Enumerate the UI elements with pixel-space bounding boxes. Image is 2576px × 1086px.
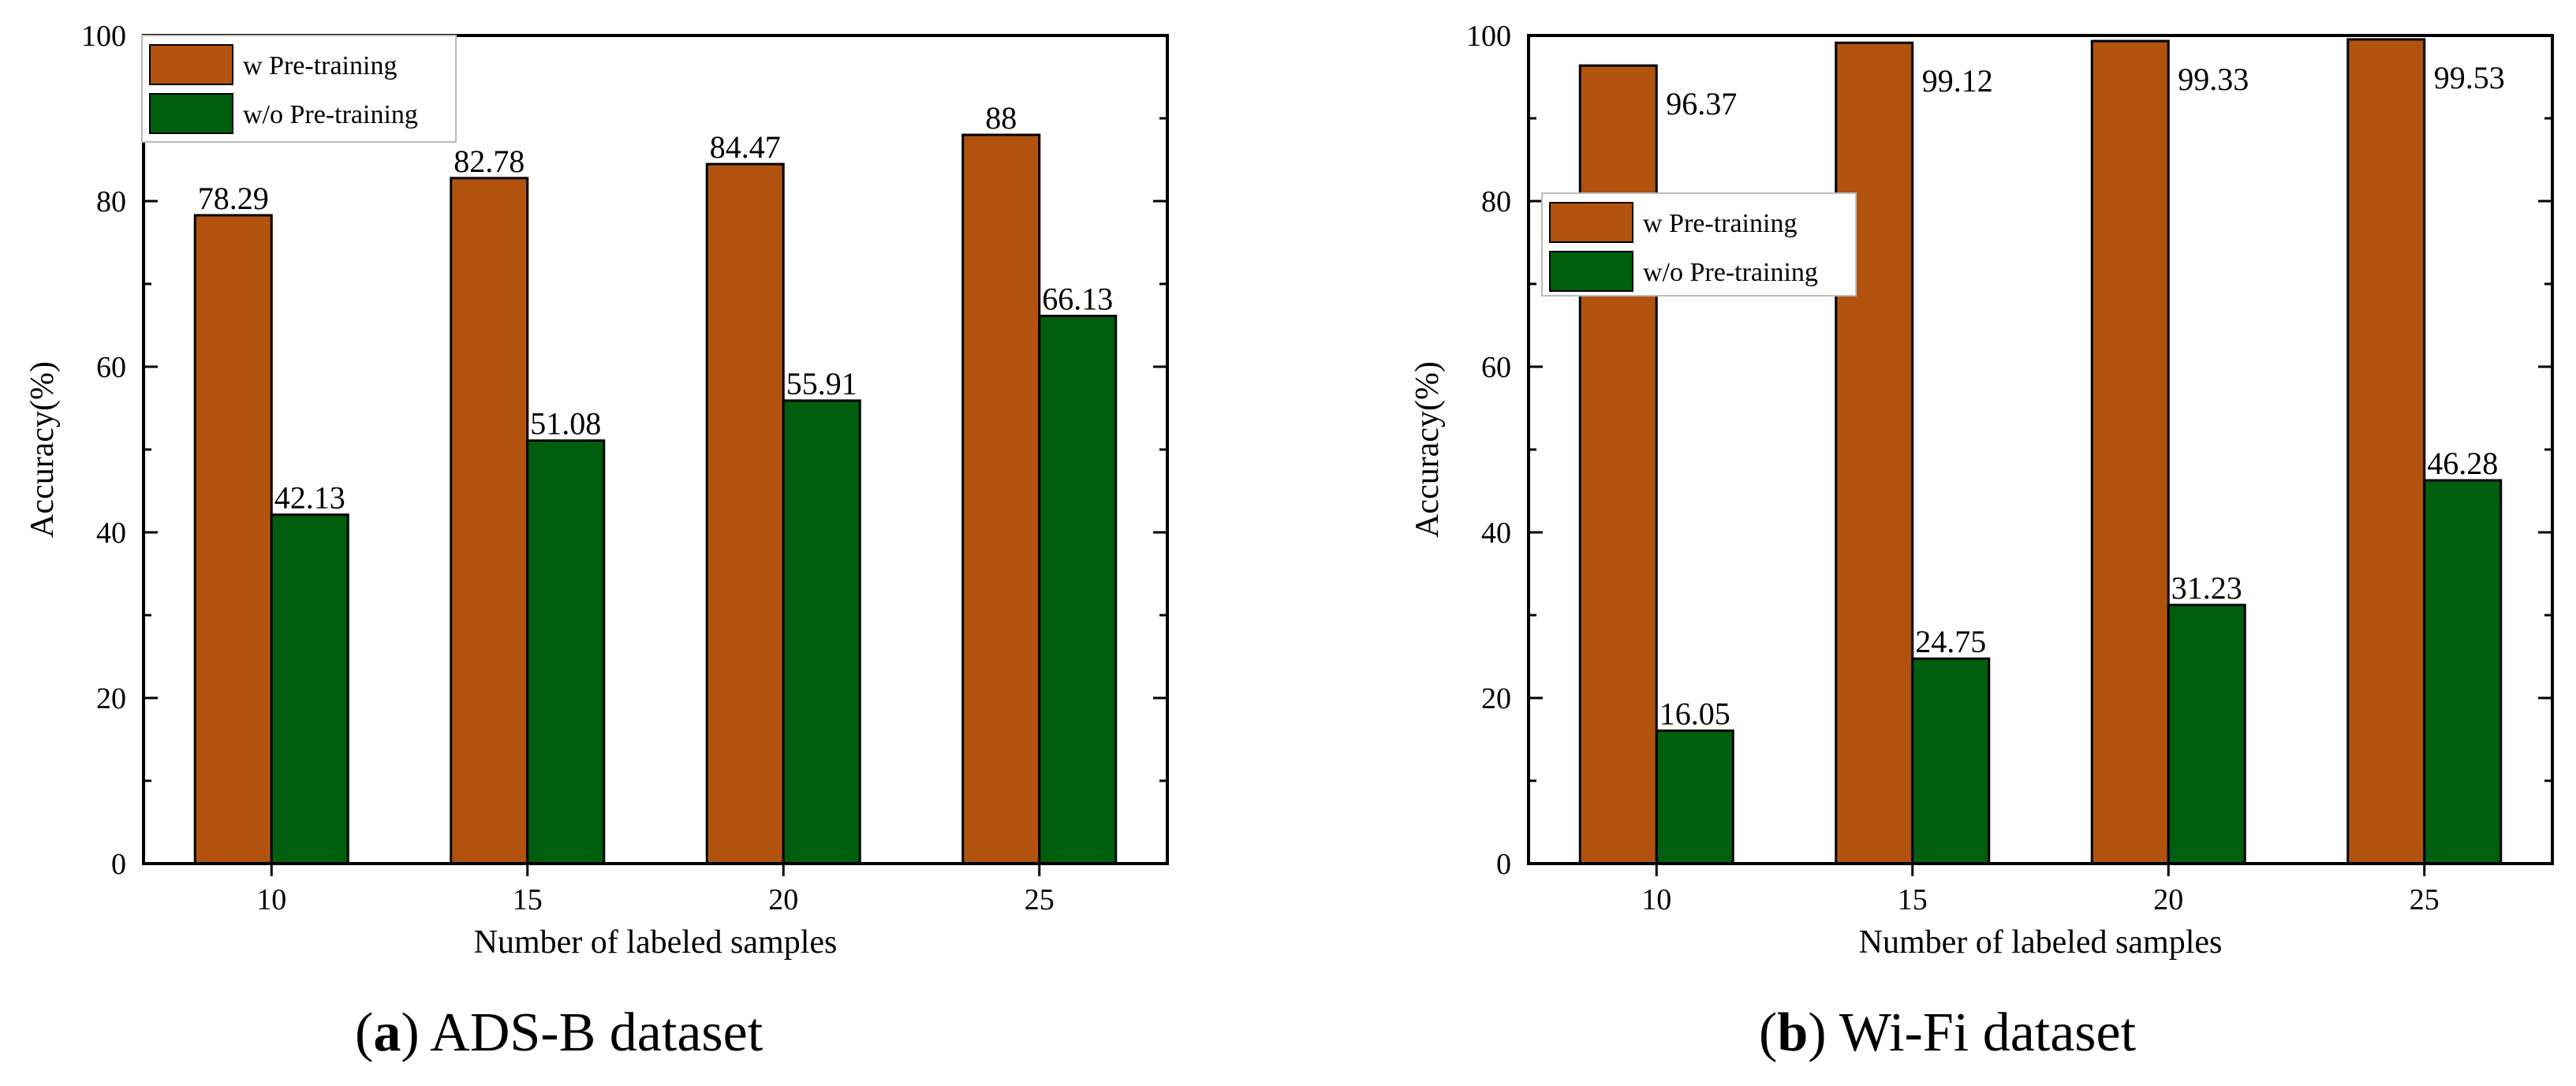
- x-tick-label: 15: [513, 883, 543, 916]
- chart-panel-b: 96.37 99.12 99.33 99.53 16.05 24.75 31.23 46.28…: [1409, 20, 2554, 961]
- legend: w Pre-training w/o Pre-training: [141, 35, 457, 143]
- value-label: 82.78: [454, 144, 525, 179]
- y-tick-label: 60: [96, 351, 126, 384]
- caption-b-text: Wi-Fi dataset: [1839, 1002, 2137, 1063]
- value-label: 51.08: [530, 406, 601, 442]
- value-label: 78.29: [198, 181, 269, 216]
- value-label: 99.53: [2434, 60, 2505, 95]
- bar-wo-pretraining-10: [270, 513, 349, 865]
- x-tick-label: 20: [2153, 883, 2183, 916]
- x-axis-title: Number of labeled samples: [474, 924, 838, 961]
- y-tick-label: 100: [1466, 20, 1511, 53]
- y-tick-label: 20: [1481, 682, 1511, 715]
- y-tick-label: 20: [96, 682, 126, 715]
- value-label: 99.12: [1922, 63, 1993, 99]
- x-axis-title: Number of labeled samples: [1859, 924, 2223, 961]
- y-axis-title: Accuracy(%): [24, 361, 61, 538]
- legend-swatch-wo-pretraining: [1549, 251, 1633, 292]
- y-axis-title: Accuracy(%): [1409, 361, 1446, 538]
- x-tick-label: 15: [1898, 883, 1928, 916]
- legend-swatch-w-pretraining: [1549, 202, 1633, 243]
- y-tick-label: 0: [1496, 848, 1511, 881]
- legend-label-wo-pretraining: w/o Pre-training: [243, 100, 418, 129]
- bar-w-pretraining-15: [1835, 41, 1914, 865]
- value-label: 99.33: [2178, 62, 2249, 97]
- legend-swatch-wo-pretraining: [149, 93, 233, 134]
- caption-b: (b) Wi-Fi dataset: [1759, 1002, 2137, 1063]
- x-tick-label: 25: [1025, 883, 1055, 916]
- x-tick-label: 25: [2410, 883, 2440, 916]
- chart-panel-a: 78.29 82.78 84.47 88 42.13 51.08 55.91 66.13 0 20…: [24, 20, 1169, 961]
- bar-w-pretraining-25: [2346, 38, 2426, 865]
- bar-w-pretraining-20: [705, 162, 785, 865]
- bar-w-pretraining-25: [961, 133, 1041, 865]
- legend-label-w-pretraining: w Pre-training: [1643, 209, 1797, 238]
- y-tick-label: 0: [111, 848, 126, 881]
- x-tick-label: 10: [256, 883, 286, 916]
- legend-label-wo-pretraining: w/o Pre-training: [1643, 258, 1818, 287]
- value-label: 46.28: [2427, 446, 2498, 481]
- bar-wo-pretraining-25: [1038, 315, 1118, 865]
- y-tick-label: 100: [81, 20, 126, 53]
- value-label: 84.47: [710, 129, 781, 165]
- value-label: 16.05: [1659, 696, 1730, 731]
- caption-b-letter: b: [1777, 1002, 1809, 1063]
- y-tick-label: 60: [1481, 351, 1511, 384]
- y-tick-label: 40: [1481, 517, 1511, 550]
- value-label: 66.13: [1042, 282, 1113, 317]
- bar-wo-pretraining-25: [2423, 479, 2503, 865]
- y-tick-label: 40: [96, 517, 126, 550]
- bar-wo-pretraining-20: [2167, 603, 2246, 865]
- value-label: 88: [985, 100, 1017, 136]
- value-label: 96.37: [1666, 86, 1737, 121]
- y-tick-label: 80: [1481, 185, 1511, 218]
- bar-w-pretraining-10: [1578, 64, 1658, 865]
- bar-w-pretraining-15: [450, 177, 529, 865]
- bar-wo-pretraining-20: [782, 399, 861, 865]
- bar-wo-pretraining-15: [1911, 657, 1991, 865]
- legend-swatch-w-pretraining: [149, 44, 233, 85]
- caption-a-letter: a: [373, 1002, 401, 1063]
- y-tick-label: 80: [96, 185, 126, 218]
- caption-a-text: ADS-B dataset: [430, 1002, 763, 1063]
- bar-w-pretraining-20: [2090, 39, 2170, 865]
- value-label: 31.23: [2171, 570, 2242, 606]
- caption-a: (a) ADS-B dataset: [355, 1002, 763, 1063]
- bar-wo-pretraining-15: [526, 439, 606, 865]
- value-label: 42.13: [274, 480, 345, 516]
- value-label: 24.75: [1915, 624, 1986, 659]
- bar-wo-pretraining-10: [1655, 729, 1734, 865]
- legend-label-w-pretraining: w Pre-training: [243, 51, 397, 80]
- x-tick-label: 20: [768, 883, 798, 916]
- x-tick-label: 10: [1641, 883, 1671, 916]
- bar-w-pretraining-10: [193, 214, 273, 865]
- legend: w Pre-training w/o Pre-training: [1541, 192, 1857, 297]
- value-label: 55.91: [786, 366, 857, 401]
